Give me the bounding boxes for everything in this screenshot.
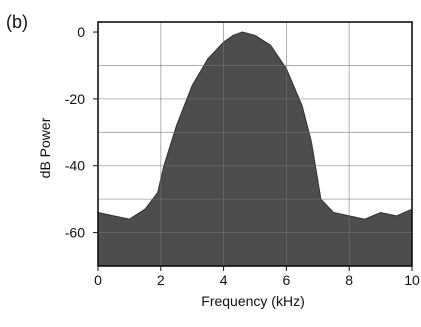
- x-tick-label: 6: [283, 272, 291, 288]
- y-axis-ticks: 0 -20 -40 -60: [65, 24, 98, 241]
- panel-label: (b): [6, 12, 28, 32]
- y-tick-label: 0: [77, 24, 85, 40]
- plot-area: [97, 31, 413, 267]
- y-tick-label: -20: [65, 91, 85, 107]
- y-tick-label: -60: [65, 225, 85, 241]
- x-axis-ticks: 0 2 4 6 8 10: [94, 266, 420, 288]
- x-tick-label: 8: [345, 272, 353, 288]
- y-tick-label: -40: [65, 158, 85, 174]
- plot-frame: [97, 21, 413, 267]
- x-tick-label: 0: [94, 272, 102, 288]
- y-axis-title: dB Power: [37, 117, 53, 178]
- x-tick-label: 2: [157, 272, 165, 288]
- x-tick-label: 10: [404, 272, 420, 288]
- x-axis-title: Frequency (kHz): [201, 293, 304, 309]
- spectrum-area: [97, 31, 413, 267]
- x-tick-label: 4: [220, 272, 228, 288]
